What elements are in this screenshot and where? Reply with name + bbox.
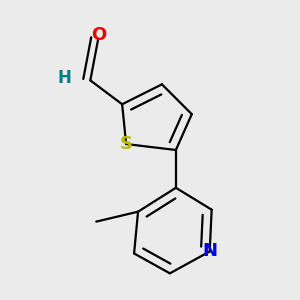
Text: N: N <box>202 242 217 260</box>
Text: S: S <box>120 135 133 153</box>
Text: H: H <box>58 69 71 87</box>
Text: O: O <box>91 26 106 44</box>
